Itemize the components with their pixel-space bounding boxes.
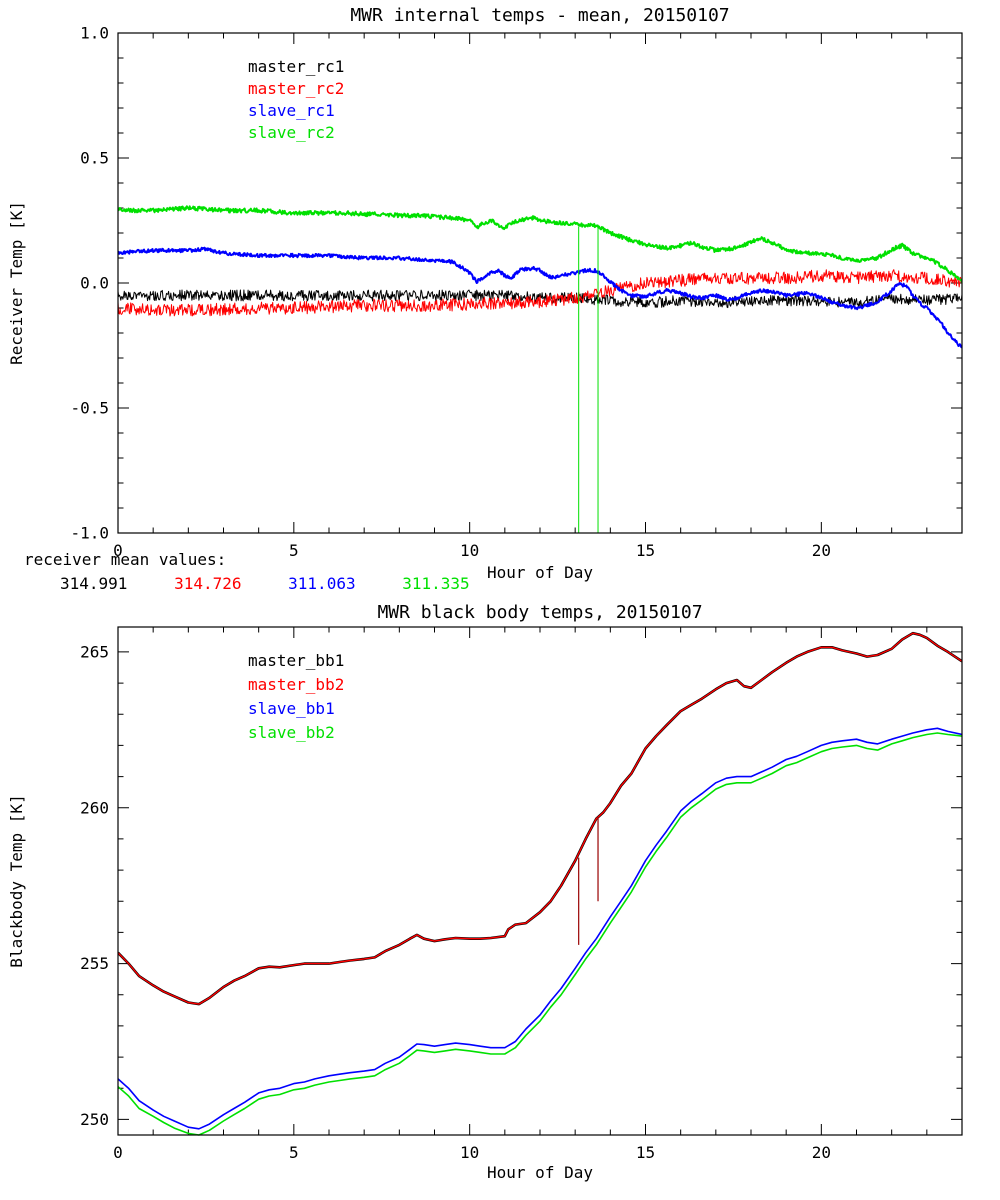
y-tick-label: -0.5 xyxy=(70,399,109,418)
legend-label-master_bb1: master_bb1 xyxy=(248,651,344,670)
receiver-temp-plot: MWR internal temps - mean, 20150107 Hour … xyxy=(7,5,963,582)
x-tick-label: 10 xyxy=(460,541,479,560)
x-tick-label: 15 xyxy=(636,1143,655,1162)
y-tick-label: 265 xyxy=(80,642,109,661)
y-tick-label: 250 xyxy=(80,1110,109,1129)
y-tick-label: -1.0 xyxy=(70,524,109,543)
y-tick-label: 1.0 xyxy=(80,24,109,43)
legend-label-slave_bb1: slave_bb1 xyxy=(248,699,335,718)
y-tick-label: 0.5 xyxy=(80,149,109,168)
y-tick-label: 260 xyxy=(80,798,109,817)
legend-label-master_rc2: master_rc2 xyxy=(248,79,344,98)
x-tick-label: 15 xyxy=(636,541,655,560)
x-tick-label: 20 xyxy=(812,1143,831,1162)
axis-ticks xyxy=(117,32,963,534)
series-master_rc1 xyxy=(118,289,962,309)
series-master_bb2 xyxy=(118,632,962,1005)
legend-label-slave_rc2: slave_rc2 xyxy=(248,123,335,142)
blackbody-temp-chart: MWR black body temps, 20150107 Hour of Da… xyxy=(0,600,1000,1200)
x-tick-label: 10 xyxy=(460,1143,479,1162)
y-tick-label: 255 xyxy=(80,954,109,973)
x-axis-label: Hour of Day xyxy=(487,1163,593,1182)
blackbody-temp-plot: MWR black body temps, 20150107 Hour of Da… xyxy=(7,602,963,1182)
series-slave_bb1 xyxy=(118,727,962,1130)
series-slave_rc1 xyxy=(118,246,962,349)
x-axis-label: Hour of Day xyxy=(487,563,593,582)
x-tick-label: 0 xyxy=(113,541,123,560)
x-tick-label: 0 xyxy=(113,1143,123,1162)
chart-title: MWR black body temps, 20150107 xyxy=(377,602,702,623)
legend-label-slave_rc1: slave_rc1 xyxy=(248,101,335,120)
axis-ticks xyxy=(117,627,963,1135)
series-master_rc2 xyxy=(118,269,962,317)
series-slave_bb2 xyxy=(118,732,962,1136)
series-master_bb1 xyxy=(118,631,962,1006)
y-tick-label: 0.0 xyxy=(80,274,109,293)
x-tick-label: 5 xyxy=(289,541,299,560)
chart-title: MWR internal temps - mean, 20150107 xyxy=(350,5,729,26)
series-slave_rc2 xyxy=(118,205,962,283)
x-tick-label: 20 xyxy=(812,541,831,560)
x-tick-label: 5 xyxy=(289,1143,299,1162)
legend-label-slave_bb2: slave_bb2 xyxy=(248,723,335,742)
receiver-temp-chart: MWR internal temps - mean, 20150107 Hour … xyxy=(7,5,963,582)
plot-box xyxy=(117,32,963,534)
legend-label-master_rc1: master_rc1 xyxy=(248,57,344,76)
plot-box xyxy=(117,626,963,1136)
legend-label-master_bb2: master_bb2 xyxy=(248,675,344,694)
y-axis-label: Blackbody Temp [K] xyxy=(7,794,26,967)
y-axis-label: Receiver Temp [K] xyxy=(7,201,26,365)
